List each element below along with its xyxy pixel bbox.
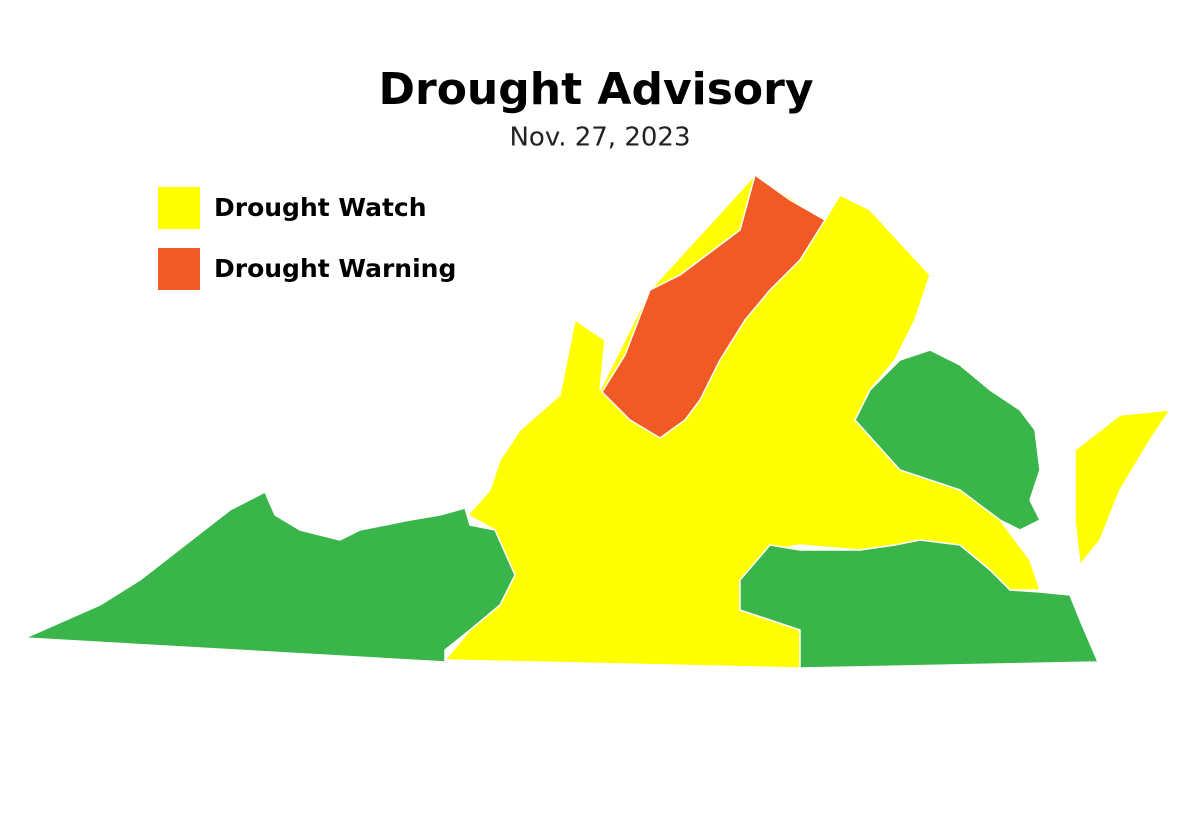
normal-region-southeast xyxy=(739,539,1099,669)
watch-region xyxy=(444,174,1041,669)
watch-region-eastern-shore xyxy=(1074,409,1171,566)
legend: Drought Watch Drought Warning xyxy=(158,187,456,290)
normal-region-northeast xyxy=(854,349,1041,531)
legend-swatch xyxy=(158,187,200,229)
title: Drought Advisory xyxy=(378,64,813,115)
legend-label: Drought Warning xyxy=(214,254,456,283)
virginia-map xyxy=(24,174,1171,669)
date: Nov. 27, 2023 xyxy=(509,123,690,153)
legend-label: Drought Watch xyxy=(214,193,427,222)
warning-region xyxy=(601,174,826,439)
legend-swatch xyxy=(158,248,200,290)
normal-region-southwest xyxy=(24,491,516,663)
